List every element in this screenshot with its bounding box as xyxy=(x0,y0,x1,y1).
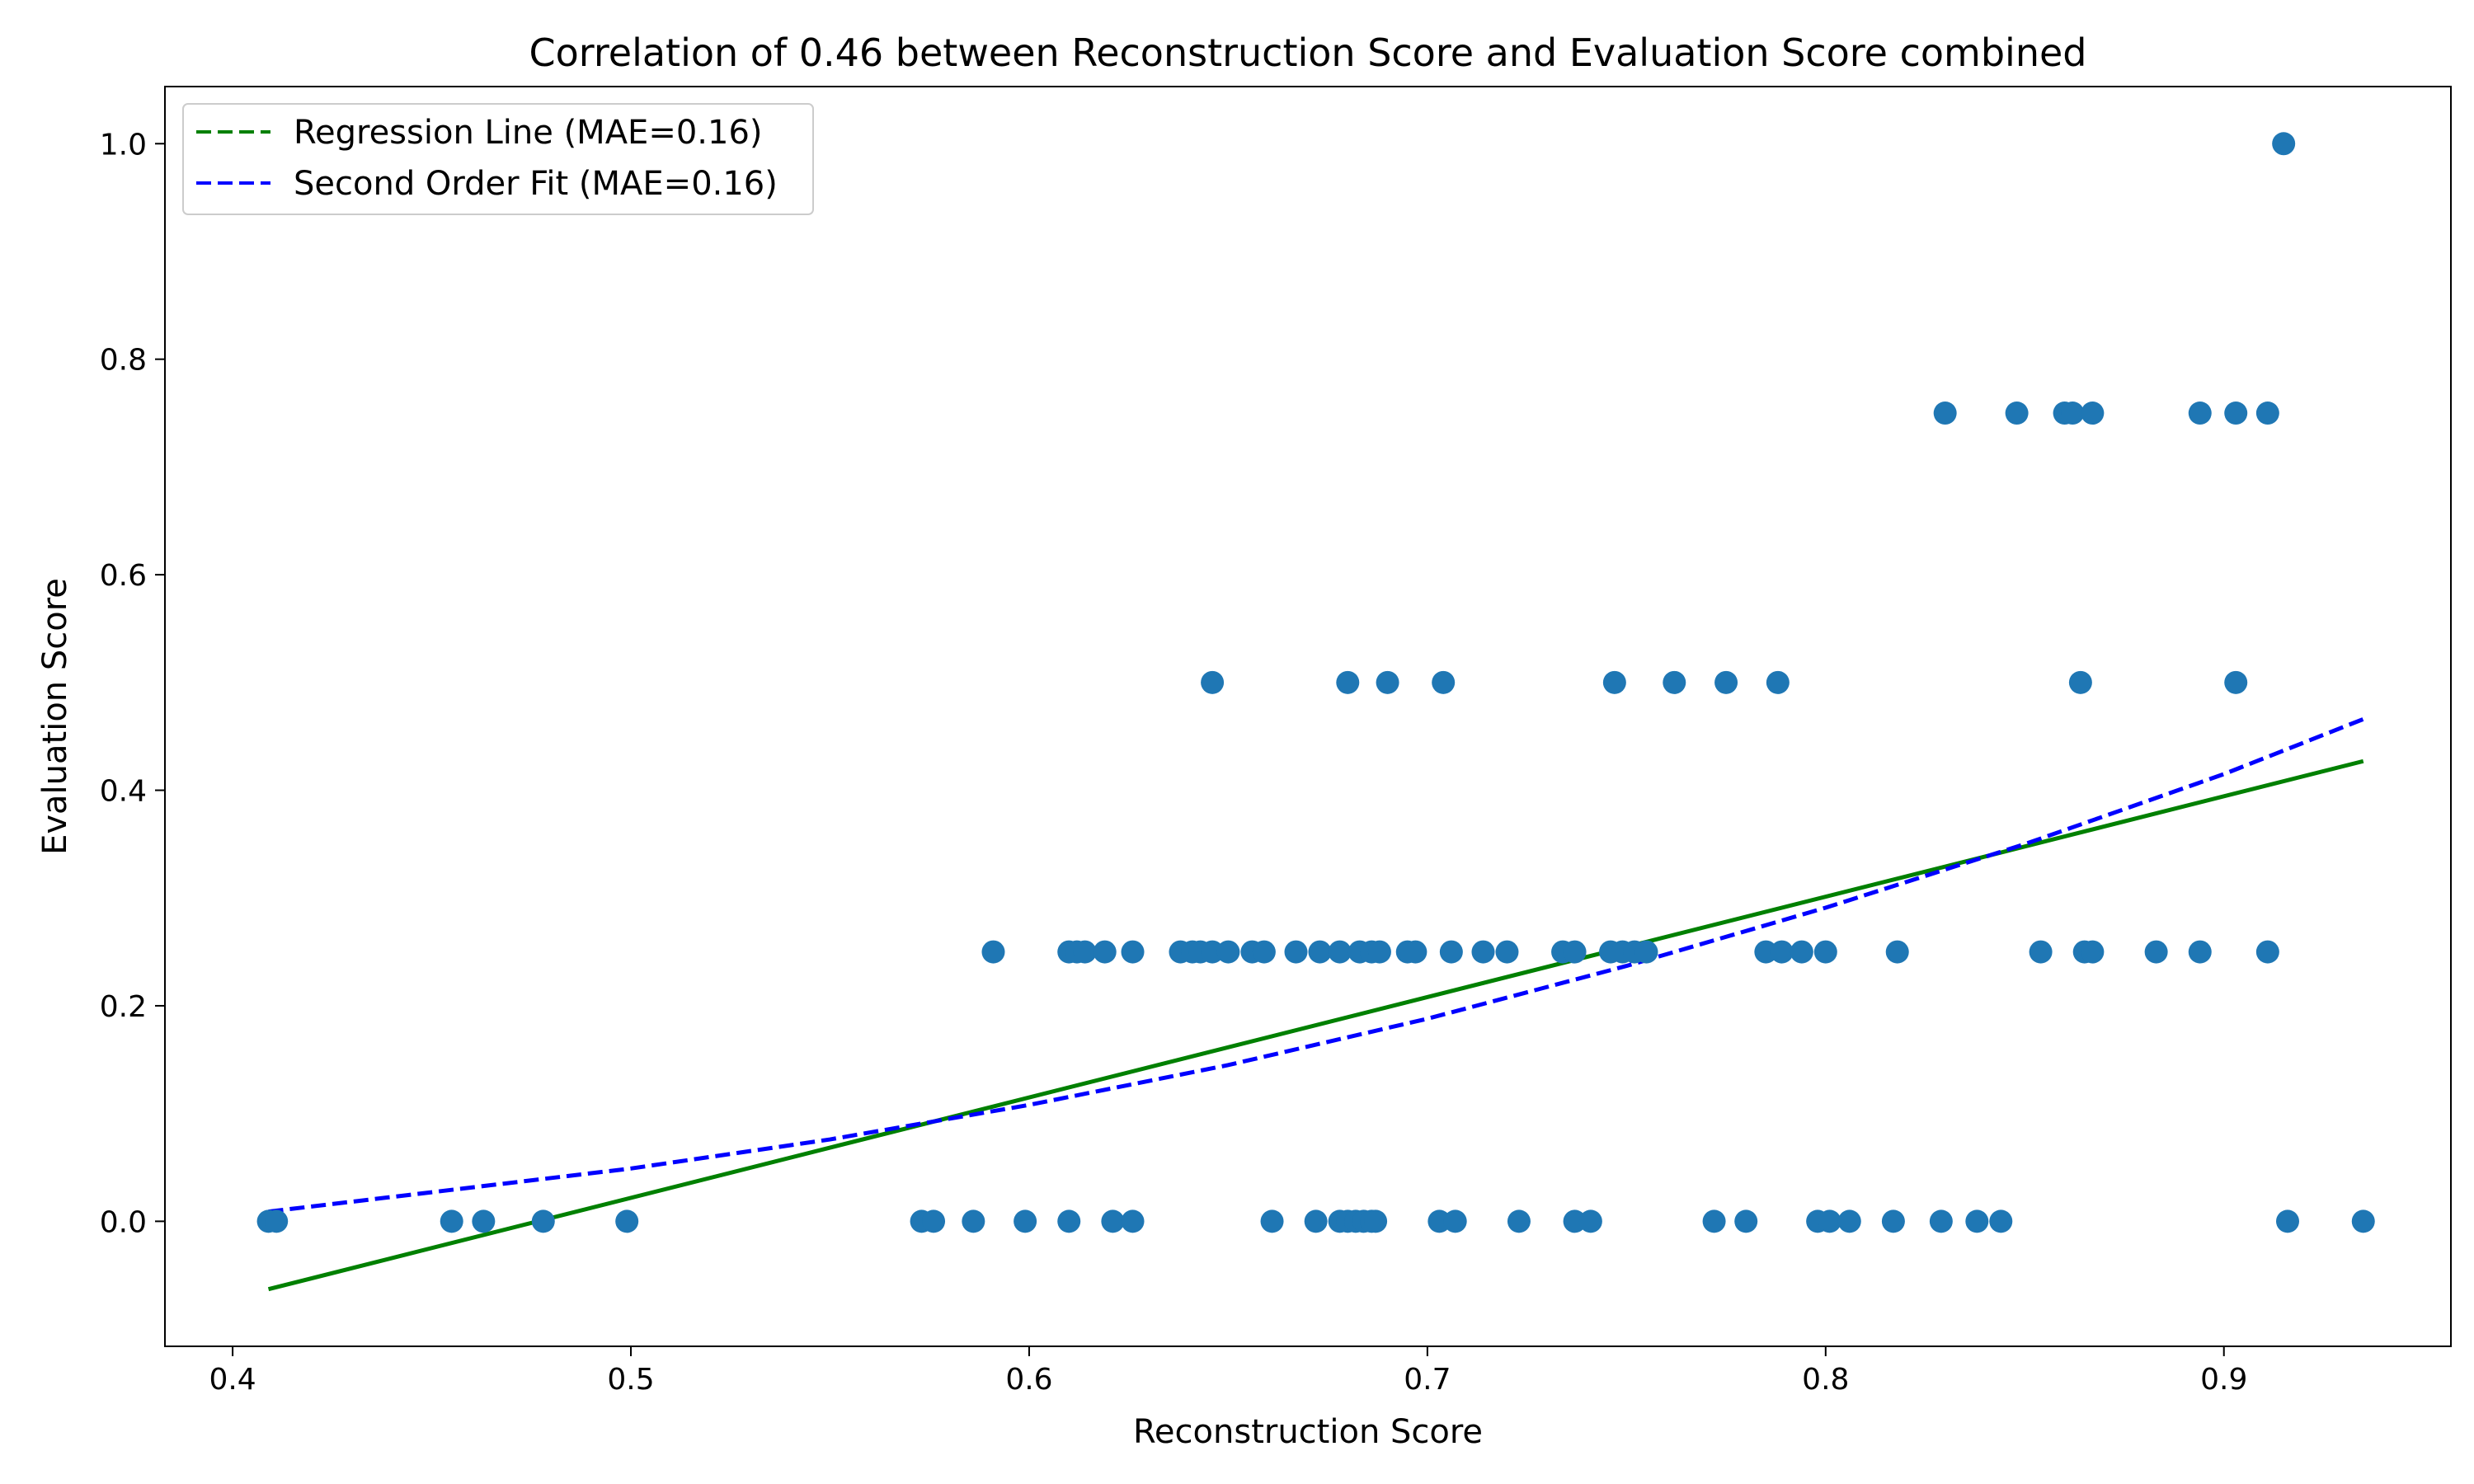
scatter-point xyxy=(2276,1209,2299,1233)
scatter-point xyxy=(2224,670,2248,694)
scatter-point xyxy=(1989,1209,2013,1233)
legend-label-regression: Regression Line (MAE=0.16) xyxy=(294,114,763,152)
scatter-point xyxy=(2005,402,2029,425)
scatter-point xyxy=(1304,1209,1328,1233)
scatter-point xyxy=(1766,670,1790,694)
y-tick-label: 0.0 xyxy=(100,1205,147,1239)
scatter-point xyxy=(2081,402,2105,425)
scatter-point xyxy=(2272,132,2296,156)
scatter-point xyxy=(1252,940,1276,964)
y-tick-label: 0.4 xyxy=(100,775,147,809)
scatter-point xyxy=(1336,670,1360,694)
scatter-point xyxy=(1881,1209,1905,1233)
scatter-point xyxy=(1714,670,1738,694)
scatter-point xyxy=(1432,670,1456,694)
scatter-point xyxy=(1471,940,1495,964)
scatter-point xyxy=(962,1209,985,1233)
y-tick-label: 0.2 xyxy=(100,990,147,1024)
scatter-point xyxy=(1260,1209,1284,1233)
scatter-point xyxy=(1702,1209,1726,1233)
scatter-point xyxy=(440,1209,463,1233)
scatter-point xyxy=(1014,1209,1037,1233)
y-axis: 0.0 0.2 0.4 0.6 0.8 1.0 xyxy=(100,128,165,1239)
scatter-point xyxy=(1602,670,1626,694)
scatter-point xyxy=(1093,940,1117,964)
scatter-point xyxy=(1367,940,1391,964)
x-tick-label: 0.5 xyxy=(607,1363,654,1397)
scatter-point xyxy=(2255,402,2279,425)
scatter-point xyxy=(1308,940,1332,964)
scatter-point xyxy=(2029,940,2053,964)
scatter-point xyxy=(1121,940,1145,964)
y-tick-label: 0.8 xyxy=(100,344,147,378)
scatter-point xyxy=(981,940,1005,964)
scatter-point xyxy=(1427,1209,1451,1233)
scatter-point xyxy=(1507,1209,1531,1233)
x-tick-label: 0.9 xyxy=(2200,1363,2247,1397)
scatter-point xyxy=(1121,1209,1145,1233)
x-axis-label: Reconstruction Score xyxy=(1133,1413,1483,1451)
scatter-point xyxy=(265,1209,289,1233)
scatter-point xyxy=(1818,1209,1841,1233)
plot-frame xyxy=(164,86,2452,1347)
second-order-fit-line xyxy=(268,716,2364,1214)
scatter-point xyxy=(1663,670,1686,694)
x-tick-label: 0.8 xyxy=(1802,1363,1849,1397)
scatter-point xyxy=(1443,1209,1467,1233)
plot-content xyxy=(256,132,2375,1292)
scatter-point xyxy=(1201,670,1225,694)
scatter-point xyxy=(615,1209,639,1233)
legend: Regression Line (MAE=0.16) Second Order … xyxy=(182,103,814,215)
chart-title: Correlation of 0.46 between Reconstructi… xyxy=(529,31,2087,75)
scatter-point xyxy=(1754,940,1778,964)
scatter-point xyxy=(2061,402,2085,425)
scatter-point xyxy=(1328,940,1352,964)
scatter-point xyxy=(1885,940,1909,964)
scatter-point xyxy=(2068,670,2092,694)
legend-box xyxy=(182,103,814,215)
scatter-point xyxy=(1813,940,1837,964)
scatter-point xyxy=(2351,1209,2375,1233)
legend-label-second-order: Second Order Fit (MAE=0.16) xyxy=(294,165,778,203)
scatter-point xyxy=(1376,670,1399,694)
scatter-point xyxy=(1101,1209,1125,1233)
scatter-point xyxy=(1284,940,1308,964)
x-tick-label: 0.7 xyxy=(1404,1363,1451,1397)
x-tick-label: 0.4 xyxy=(209,1363,256,1397)
scatter-point xyxy=(1057,1209,1081,1233)
scatter-point xyxy=(1770,940,1794,964)
y-axis-label: Evaluation Score xyxy=(36,578,74,855)
scatter-point xyxy=(1439,940,1463,964)
scatter-point xyxy=(1563,1209,1587,1233)
x-tick-label: 0.6 xyxy=(1005,1363,1052,1397)
scatter-point xyxy=(2224,402,2248,425)
y-tick-label: 1.0 xyxy=(100,128,147,162)
scatter-point xyxy=(2188,402,2212,425)
scatter-point xyxy=(472,1209,496,1233)
scatter-point xyxy=(1578,1209,1602,1233)
scatter-point xyxy=(1929,1209,1953,1233)
scatter-point xyxy=(1495,940,1519,964)
scatter-point xyxy=(2144,940,2168,964)
scatter-point xyxy=(2255,940,2279,964)
scatter-point xyxy=(1216,940,1240,964)
scatter-point xyxy=(1837,1209,1861,1233)
scatter-point xyxy=(1933,402,1957,425)
scatter-point xyxy=(2188,940,2212,964)
scatter-point xyxy=(1404,940,1427,964)
y-tick-label: 0.6 xyxy=(100,559,147,593)
scatter-point xyxy=(1790,940,1813,964)
scatter-point xyxy=(1364,1209,1388,1233)
scatter-point xyxy=(922,1209,946,1233)
scatter-point xyxy=(1634,940,1658,964)
scatter-point xyxy=(2081,940,2105,964)
scatter-point xyxy=(1965,1209,1989,1233)
scatter-point xyxy=(1073,940,1097,964)
scatter-point xyxy=(1734,1209,1758,1233)
scatter-point xyxy=(1201,940,1225,964)
scatter-point xyxy=(1563,940,1587,964)
x-axis: 0.4 0.5 0.6 0.7 0.8 0.9 xyxy=(209,1346,2247,1397)
scatter-point xyxy=(531,1209,555,1233)
